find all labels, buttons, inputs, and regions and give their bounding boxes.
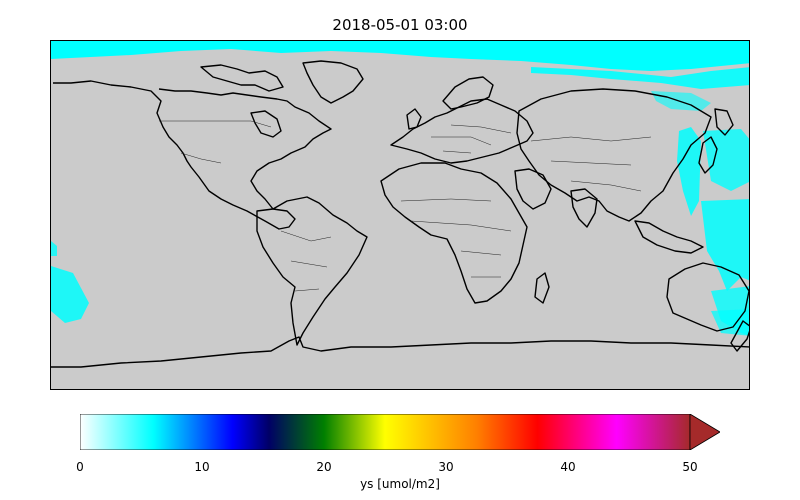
arctic-siberia	[531, 67, 749, 89]
japan-coast	[698, 136, 718, 174]
new-zealand	[730, 320, 749, 352]
arctic-band	[51, 41, 749, 71]
antarctica-coast	[51, 336, 749, 368]
south-america-coast	[256, 196, 368, 346]
pacific-west-a	[677, 127, 701, 216]
mexico-border	[180, 152, 222, 164]
greenland-coast	[302, 60, 364, 104]
arabia-coast	[514, 168, 552, 210]
scandinavia	[442, 76, 494, 110]
coastlines	[51, 60, 749, 368]
colorbar-tick-label: 0	[76, 460, 84, 474]
map-background	[51, 41, 749, 389]
colorbar-gradient	[80, 414, 691, 450]
colorbar-tick-label: 30	[438, 460, 454, 474]
colorbar-tick-label: 40	[560, 460, 576, 474]
colorbar-tick-label: 10	[194, 460, 210, 474]
southeast-asia-islands	[634, 220, 704, 254]
colorbar	[80, 414, 720, 450]
india-coast	[570, 188, 598, 228]
arctic-islands	[200, 64, 284, 92]
colorbar-label: ys [umol/m2]	[360, 477, 440, 491]
world-map	[50, 40, 750, 390]
south-america-borders	[280, 230, 332, 292]
colorbar-tick-label: 20	[316, 460, 332, 474]
europe-borders	[431, 124, 512, 154]
usa-canada-border	[159, 120, 272, 128]
colorbar-extend-arrow	[689, 414, 720, 450]
madagascar-coast	[534, 272, 550, 304]
colorbar-tick-label: 50	[682, 460, 698, 474]
british-isles	[406, 108, 422, 130]
east-pacific-south	[51, 266, 89, 323]
map-title: 2018-05-01 03:00	[332, 16, 468, 34]
hudson-bay	[250, 110, 282, 138]
europe-coast	[390, 98, 534, 164]
east-pacific-edge	[51, 241, 57, 256]
asia-coast	[516, 88, 712, 222]
kamchatka	[714, 108, 734, 136]
country-borders	[159, 120, 652, 292]
data-overlay	[51, 41, 749, 336]
map-canvas	[51, 41, 749, 389]
asia-borders	[530, 136, 652, 192]
australia-coast	[666, 262, 749, 332]
africa-coast	[380, 162, 528, 304]
pacific-south	[711, 309, 749, 336]
pacific-west-c	[701, 199, 749, 291]
africa-borders	[400, 198, 512, 278]
